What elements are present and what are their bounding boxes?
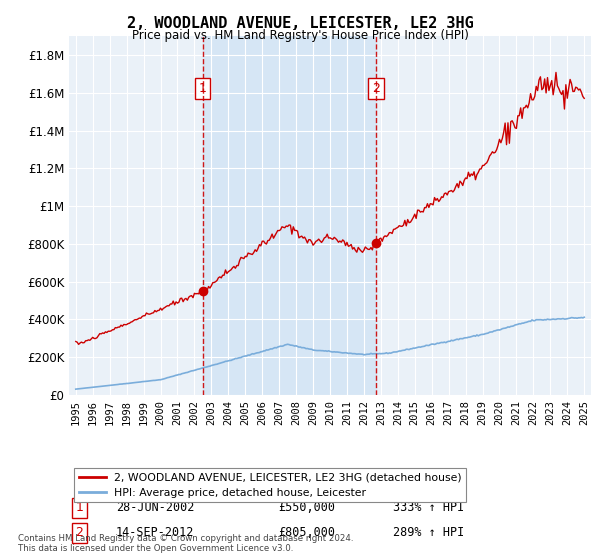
- Text: Contains HM Land Registry data © Crown copyright and database right 2024.
This d: Contains HM Land Registry data © Crown c…: [18, 534, 353, 553]
- Text: £805,000: £805,000: [278, 526, 335, 539]
- Text: Price paid vs. HM Land Registry's House Price Index (HPI): Price paid vs. HM Land Registry's House …: [131, 29, 469, 42]
- Text: 28-JUN-2002: 28-JUN-2002: [116, 501, 194, 514]
- Bar: [203, 36, 376, 395]
- Text: 2, WOODLAND AVENUE, LEICESTER, LE2 3HG: 2, WOODLAND AVENUE, LEICESTER, LE2 3HG: [127, 16, 473, 31]
- Legend: 2, WOODLAND AVENUE, LEICESTER, LE2 3HG (detached house), HPI: Average price, det: 2, WOODLAND AVENUE, LEICESTER, LE2 3HG (…: [74, 468, 466, 502]
- Text: 1: 1: [76, 501, 83, 514]
- Text: 14-SEP-2012: 14-SEP-2012: [116, 526, 194, 539]
- Text: 333% ↑ HPI: 333% ↑ HPI: [392, 501, 464, 514]
- Text: 1: 1: [199, 82, 206, 95]
- Text: 2: 2: [372, 82, 380, 95]
- Text: 289% ↑ HPI: 289% ↑ HPI: [392, 526, 464, 539]
- Text: 2: 2: [76, 526, 83, 539]
- Text: £550,000: £550,000: [278, 501, 335, 514]
